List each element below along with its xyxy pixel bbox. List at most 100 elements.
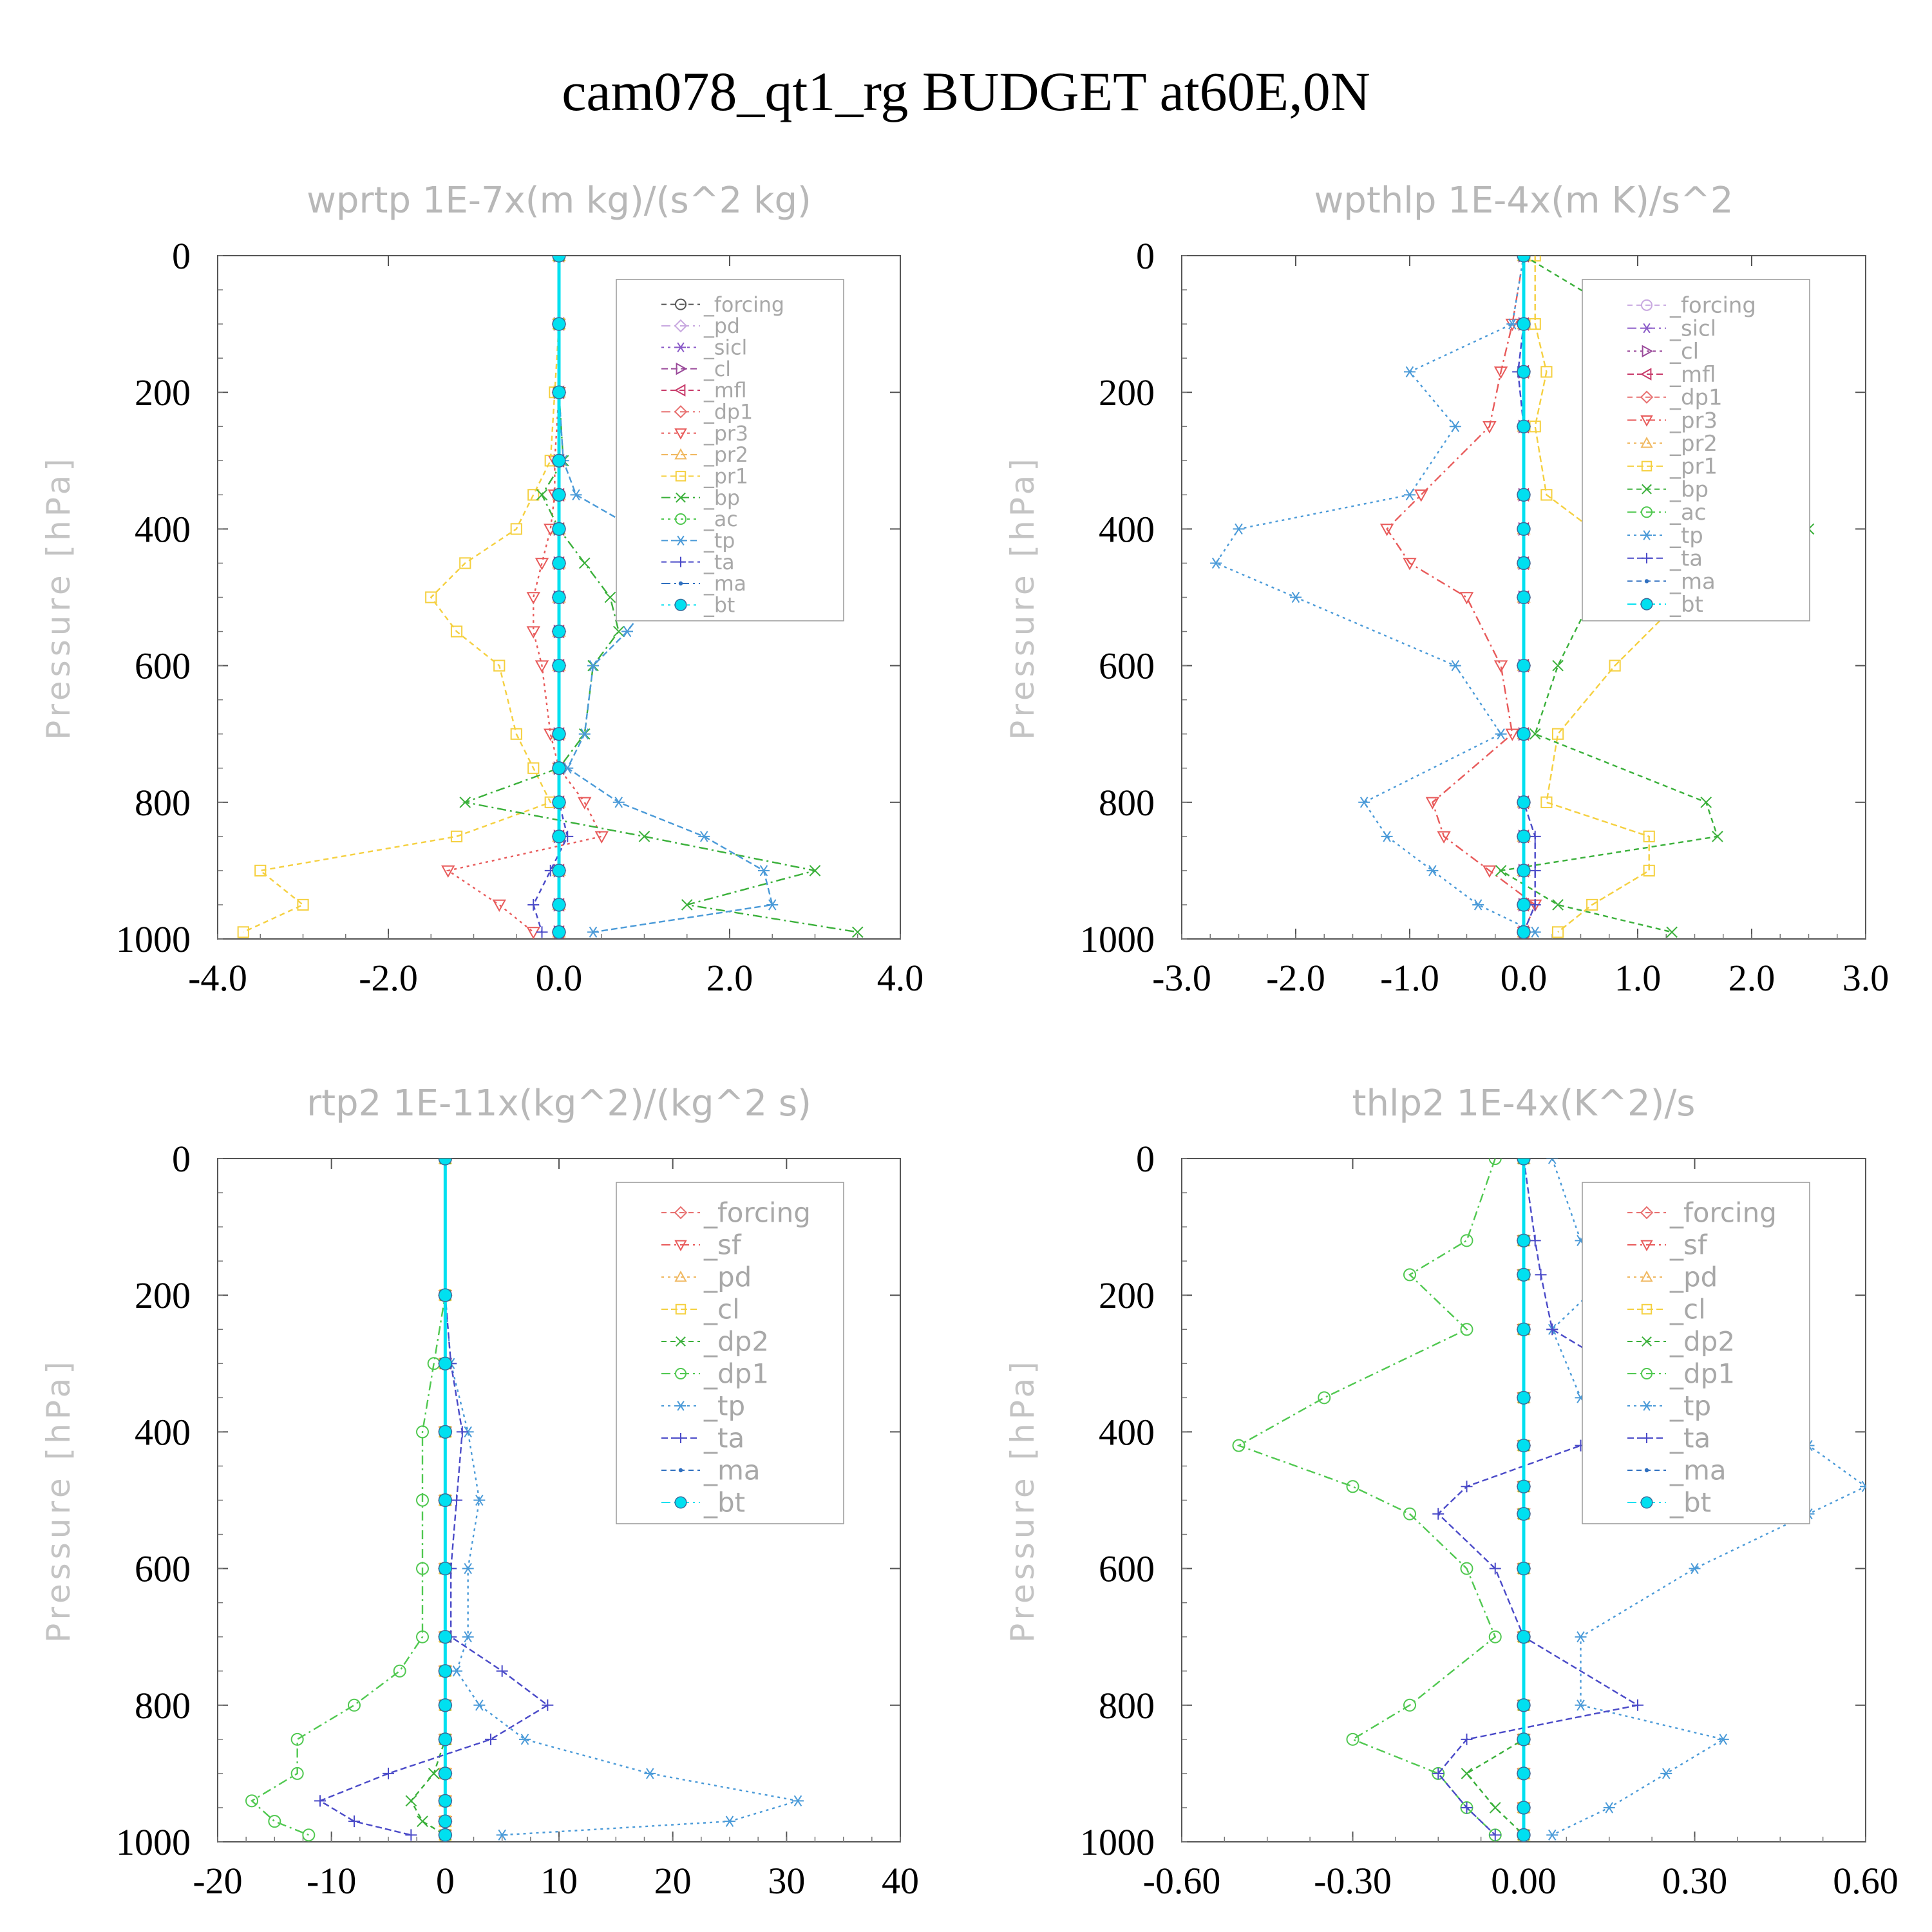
legend-marker bbox=[674, 598, 687, 611]
data-point bbox=[450, 830, 463, 842]
plot-area bbox=[245, 1159, 804, 1842]
data-point bbox=[496, 1665, 508, 1677]
data-point bbox=[438, 1493, 452, 1508]
data-point bbox=[1540, 489, 1553, 501]
y-tick-label: 600 bbox=[1099, 1548, 1155, 1590]
x-tick-label: 10 bbox=[540, 1860, 578, 1902]
data-point bbox=[1449, 421, 1461, 432]
chart-title: rtp2 1E-11x(kg^2)/(kg^2 s) bbox=[307, 1083, 811, 1124]
data-point bbox=[1449, 659, 1461, 672]
data-point bbox=[1403, 1268, 1416, 1282]
data-point bbox=[1432, 1508, 1444, 1520]
y-tick-label: 800 bbox=[135, 782, 191, 824]
legend-marker bbox=[1642, 345, 1654, 357]
legend-item: _dp2 bbox=[661, 1326, 769, 1358]
legend-item: _bp bbox=[1627, 477, 1709, 502]
data-point bbox=[758, 865, 770, 876]
legend-label: _ta bbox=[1669, 546, 1703, 571]
data-point bbox=[1517, 1507, 1531, 1521]
legend-label: _cl bbox=[703, 358, 731, 381]
legend-box bbox=[616, 1182, 844, 1524]
data-point bbox=[1517, 556, 1531, 571]
legend-marker bbox=[1642, 1401, 1652, 1411]
data-point bbox=[1461, 1481, 1473, 1493]
chart-panel-2: wpthlp 1E-4x(m K)/s^2 Pressure [hPa] -3.0 -… bbox=[1004, 180, 1889, 999]
legend-item: _mfl bbox=[1627, 362, 1716, 387]
data-point bbox=[604, 591, 616, 603]
legend-item: _ma bbox=[661, 1455, 761, 1486]
data-point bbox=[1575, 1700, 1587, 1711]
legend-label: _forcing bbox=[703, 294, 784, 317]
data-point bbox=[1379, 524, 1394, 536]
series-pr3 bbox=[1379, 256, 1542, 939]
data-point bbox=[519, 1734, 531, 1745]
data-point bbox=[552, 385, 566, 399]
data-point bbox=[297, 898, 309, 911]
legend-marker bbox=[1640, 437, 1653, 448]
data-point bbox=[1495, 865, 1507, 876]
data-point bbox=[1482, 421, 1497, 434]
legend-marker bbox=[1642, 1433, 1652, 1443]
legend-label: _mfl bbox=[703, 379, 747, 402]
data-point bbox=[1517, 829, 1531, 844]
legend-label: _ma bbox=[703, 573, 746, 596]
data-point bbox=[1700, 796, 1712, 808]
data-point bbox=[1717, 1734, 1729, 1745]
data-point bbox=[1437, 831, 1451, 844]
legend-marker bbox=[1644, 579, 1649, 583]
legend-item: _dp1 bbox=[1627, 385, 1723, 410]
chart-panel-3: rtp2 1E-11x(kg^2)/(kg^2 s) Pressure [hPa]… bbox=[40, 1083, 919, 1902]
data-point bbox=[792, 1795, 804, 1806]
series-line bbox=[1386, 256, 1537, 933]
legend-marker bbox=[1642, 553, 1652, 564]
x-tick-label: 4.0 bbox=[877, 957, 924, 999]
chart-title: wprtp 1E-7x(m kg)/(s^2 kg) bbox=[307, 180, 811, 222]
data-point bbox=[1517, 1267, 1531, 1282]
legend-marker bbox=[675, 1303, 687, 1315]
data-point bbox=[552, 761, 566, 775]
legend-marker bbox=[1642, 530, 1652, 540]
legend-marker bbox=[1641, 1303, 1653, 1315]
legend-item: _pr3 bbox=[1627, 408, 1718, 433]
data-point bbox=[438, 1288, 452, 1302]
legend-item: _bt bbox=[661, 1487, 745, 1519]
legend-marker bbox=[676, 1401, 686, 1411]
data-point bbox=[1517, 1732, 1531, 1747]
legend-marker bbox=[674, 1206, 688, 1220]
data-point bbox=[1489, 1802, 1501, 1814]
legend-label: _ta bbox=[1669, 1423, 1710, 1454]
data-point bbox=[638, 831, 650, 842]
data-point bbox=[237, 926, 249, 938]
legend-marker bbox=[674, 428, 687, 440]
data-point bbox=[552, 556, 566, 571]
legend-marker bbox=[1641, 1368, 1653, 1379]
y-tick-label: 400 bbox=[135, 508, 191, 550]
data-point bbox=[1517, 727, 1531, 741]
legend-item: _pd bbox=[661, 1262, 752, 1293]
x-tick-label: 0.30 bbox=[1662, 1860, 1728, 1902]
legend-marker bbox=[1642, 323, 1652, 334]
series-dp1 bbox=[245, 1159, 452, 1842]
legend-item: _bt bbox=[1627, 592, 1703, 617]
data-point bbox=[1461, 1801, 1473, 1814]
data-point bbox=[473, 1494, 486, 1506]
legend-item: _cl bbox=[661, 358, 731, 381]
data-point bbox=[459, 557, 471, 569]
legend-label: _cl bbox=[1669, 339, 1699, 364]
legend-label: _ma bbox=[703, 1455, 761, 1486]
data-point bbox=[1346, 1732, 1359, 1746]
series-line bbox=[444, 1159, 799, 1836]
data-point bbox=[348, 1698, 361, 1712]
x-tick-label: 30 bbox=[768, 1860, 805, 1902]
legend-marker bbox=[1642, 484, 1652, 495]
x-tick-label: -2.0 bbox=[1266, 957, 1325, 999]
data-point bbox=[428, 1768, 440, 1779]
legend-label: _sicl bbox=[1669, 316, 1716, 341]
data-point bbox=[438, 1814, 452, 1828]
legend-item: _cl bbox=[1627, 339, 1699, 364]
legend-item: _cl bbox=[661, 1294, 740, 1325]
x-tick-label: 2.0 bbox=[1728, 957, 1776, 999]
legend-label: _cl bbox=[1669, 1294, 1706, 1325]
legend-label: _bt bbox=[1669, 592, 1703, 617]
data-point bbox=[1540, 796, 1553, 808]
